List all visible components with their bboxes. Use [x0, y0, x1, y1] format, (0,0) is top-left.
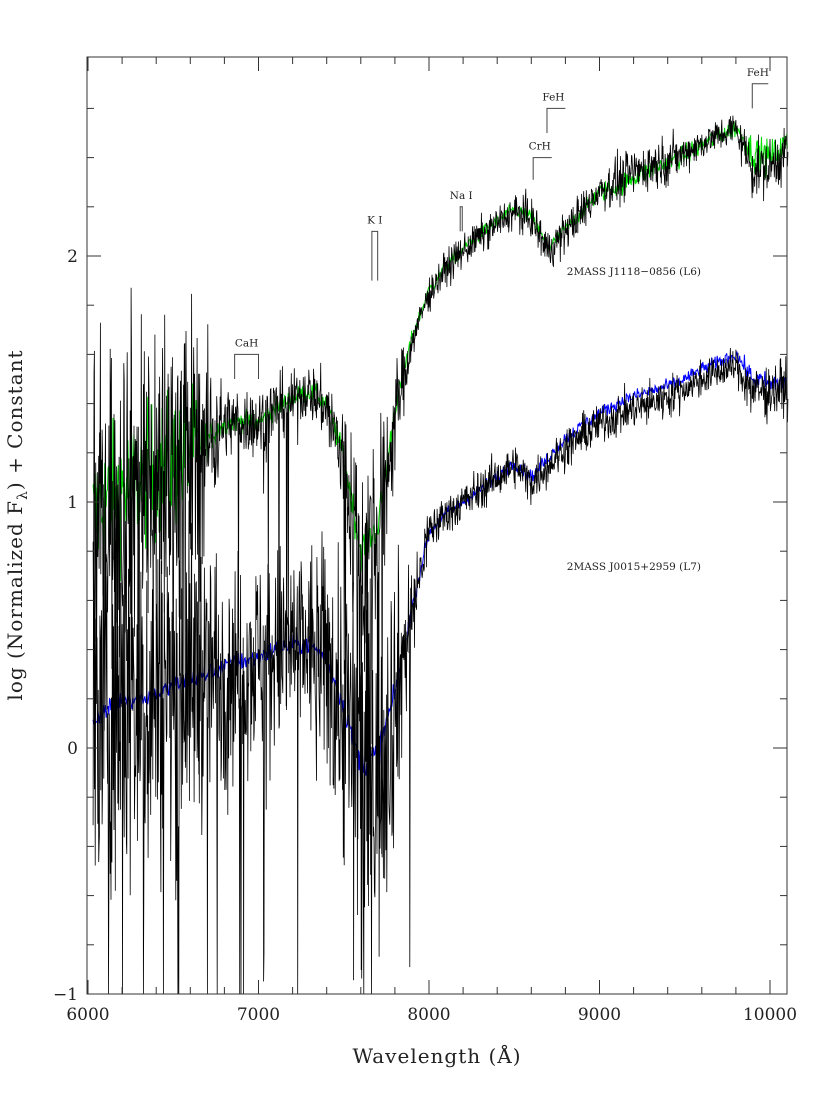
y-label-part-1: log (Normalized F — [3, 500, 27, 701]
feature-label: CrH — [529, 141, 551, 153]
feature-marker: FeH — [747, 67, 769, 109]
feature-bracket — [532, 157, 552, 180]
x-tick-label: 6000 — [66, 1005, 109, 1025]
x-tick-label: 7000 — [237, 1005, 280, 1025]
feature-bracket — [234, 353, 259, 379]
feature-bracket — [371, 230, 379, 281]
feature-bracket — [459, 206, 463, 232]
feature-label: K I — [367, 214, 382, 226]
y-label-part-2: ) + Constant — [3, 349, 27, 490]
feature-label: Na I — [450, 190, 473, 202]
feature-marker: CrH — [529, 141, 552, 180]
feature-bracket — [546, 107, 566, 133]
y-tick-label: 2 — [67, 247, 78, 267]
plot-area — [92, 115, 789, 995]
x-axis-label: Wavelength (Å) — [352, 1043, 521, 1068]
y-tick-label: −1 — [53, 985, 78, 1005]
spectrum-label: 2MASS J0015+2959 (L7) — [567, 561, 701, 573]
axis-ticks: 6000 7000 8000 9000 10000 −1 0 1 2 — [53, 57, 797, 1025]
feature-bracket — [751, 83, 769, 109]
y-tick-label: 0 — [67, 739, 78, 759]
spectrum-label: 2MASS J1118−0856 (L6) — [567, 266, 701, 278]
x-tick-label: 8000 — [407, 1005, 450, 1025]
plot-frame — [86, 56, 788, 995]
y-axis-label: log (Normalized Fλ) + Constant — [3, 349, 31, 700]
feature-label: CaH — [235, 337, 258, 349]
x-tick-label: 9000 — [578, 1005, 621, 1025]
spectrum-l7 — [92, 347, 789, 995]
x-tick-label: 10000 — [743, 1005, 797, 1025]
y-tick-label: 1 — [67, 493, 78, 513]
feature-marker: K I — [367, 214, 382, 281]
feature-marker: CaH — [234, 337, 259, 379]
y-label-subscript: λ — [15, 490, 31, 500]
annotations: 2MASS J1118−0856 (L6) 2MASS J0015+2959 (L… — [567, 266, 701, 573]
feature-markers: CaH K I Na I CrH FeH FeH — [234, 67, 769, 379]
feature-label: FeH — [747, 67, 769, 79]
feature-marker: FeH — [542, 91, 566, 133]
feature-label: FeH — [542, 91, 564, 103]
feature-marker: Na I — [450, 190, 473, 232]
spectrum-l6 — [92, 115, 789, 971]
